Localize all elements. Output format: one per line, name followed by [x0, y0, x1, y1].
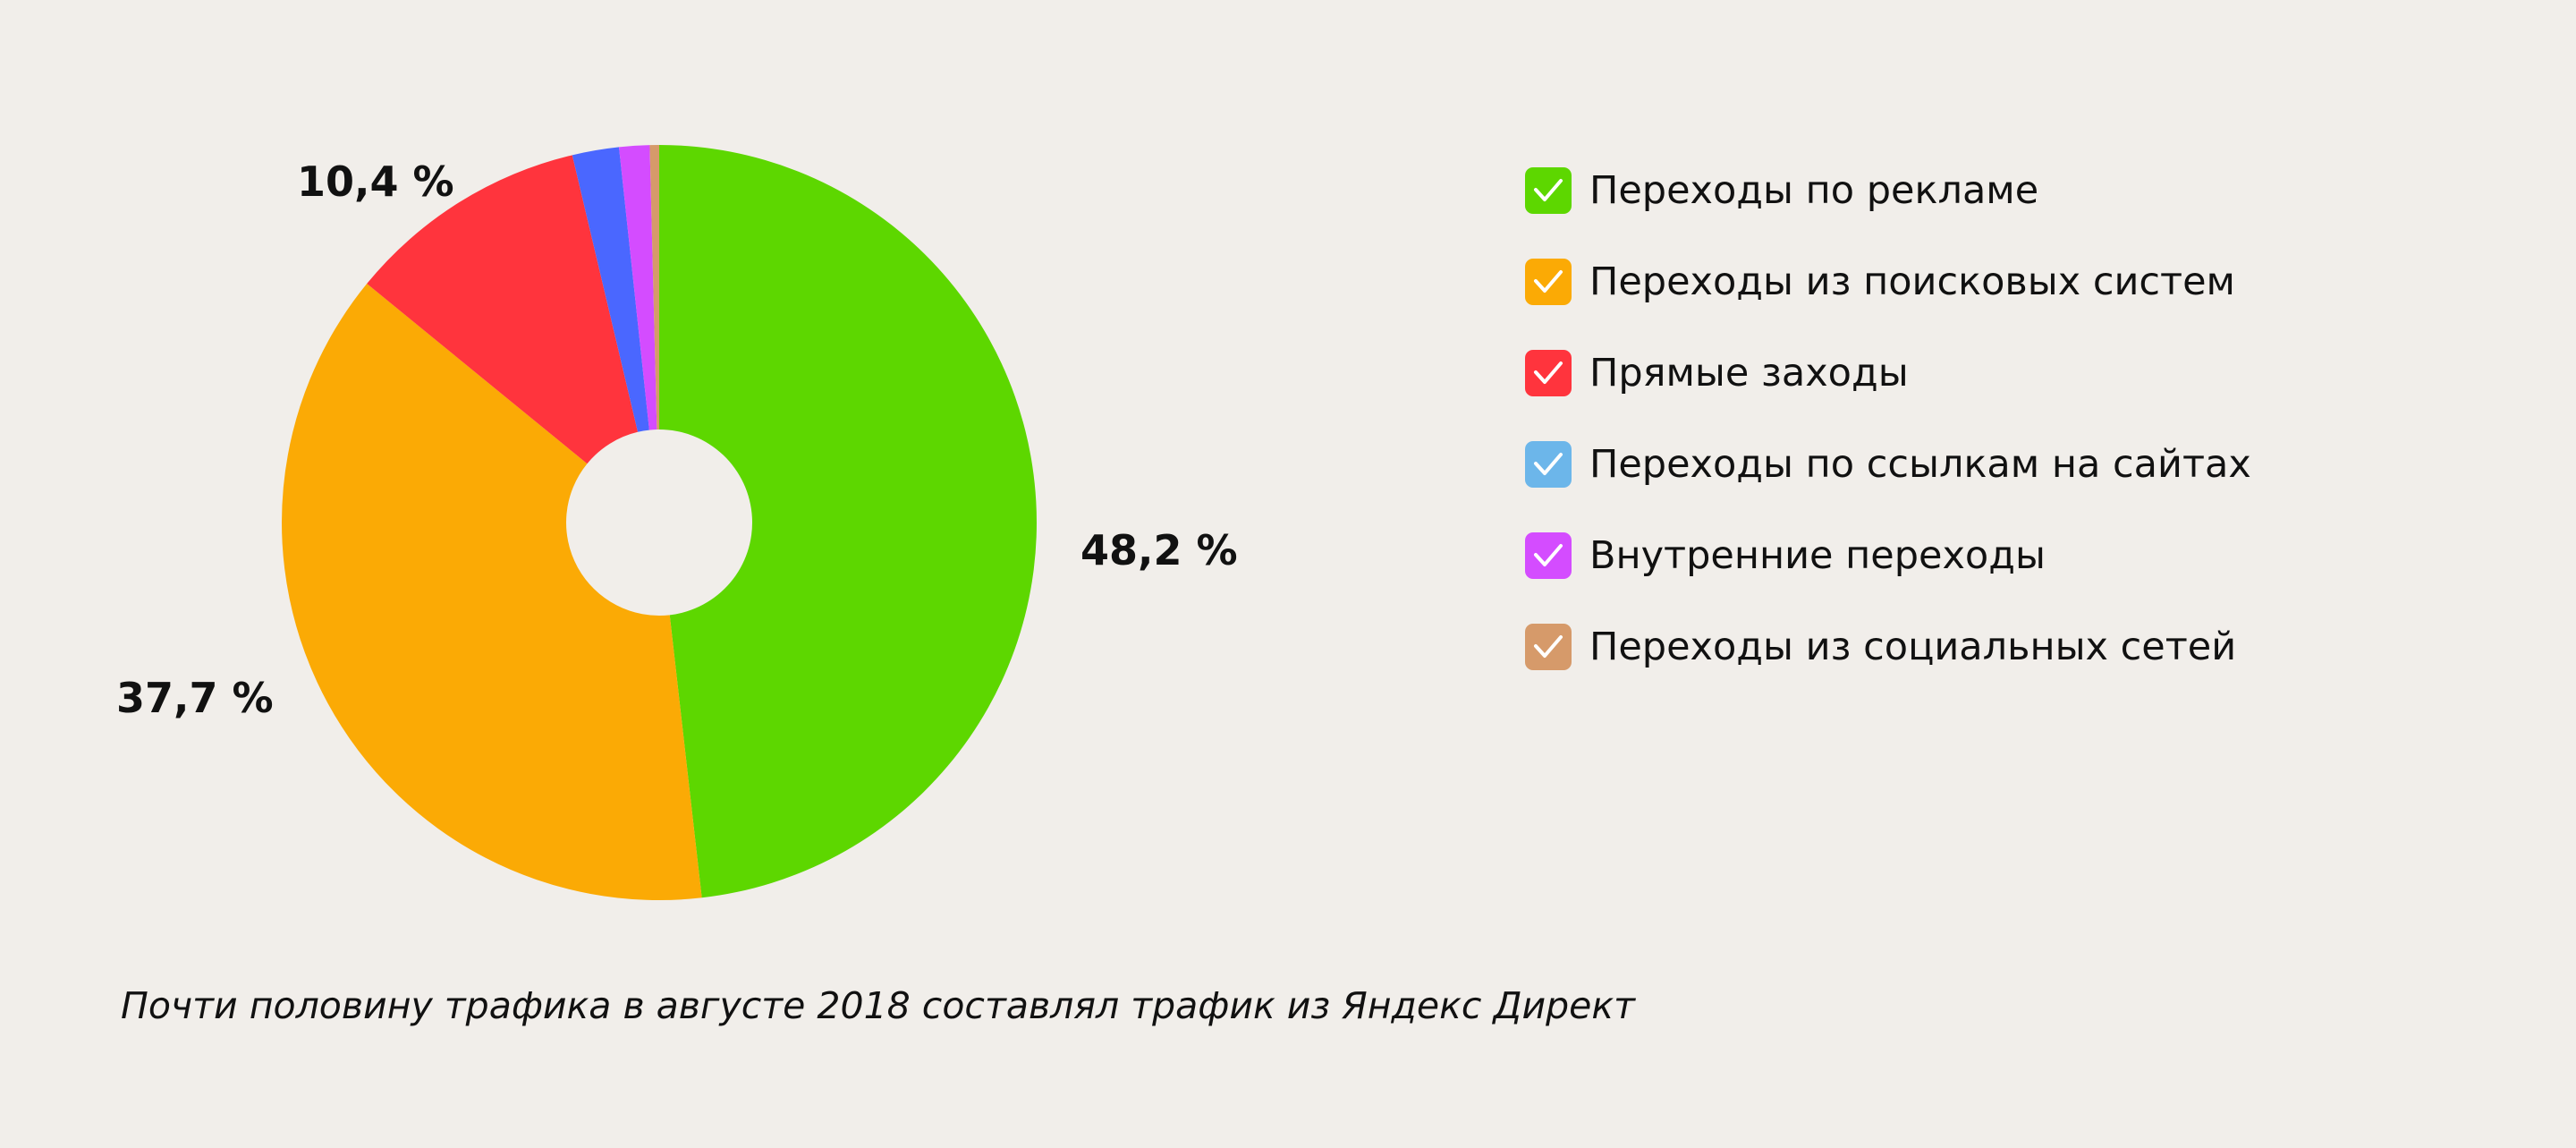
chart-caption: Почти половину трафика в августе 2018 со…	[121, 984, 1636, 1027]
legend-item[interactable]: Внутренние переходы	[1525, 510, 2251, 601]
legend-item[interactable]: Прямые заходы	[1525, 327, 2251, 419]
legend-item[interactable]: Переходы из социальных сетей	[1525, 601, 2251, 693]
checkbox-checked-icon[interactable]	[1525, 441, 1572, 488]
legend-label: Переходы из социальных сетей	[1589, 625, 2237, 669]
legend: Переходы по рекламе Переходы из поисковых…	[1525, 145, 2251, 693]
legend-label: Прямые заходы	[1589, 351, 1909, 395]
checkbox-checked-icon[interactable]	[1525, 532, 1572, 579]
pie-slice-3	[572, 147, 649, 432]
data-label-search: 37,7 %	[116, 674, 274, 722]
legend-label: Переходы по рекламе	[1589, 168, 2039, 213]
legend-label: Внутренние переходы	[1589, 533, 2046, 578]
legend-item[interactable]: Переходы по рекламе	[1525, 145, 2251, 236]
data-label-ads: 48,2 %	[1080, 526, 1238, 574]
legend-label: Переходы из поисковых систем	[1589, 259, 2235, 304]
legend-label: Переходы по ссылкам на сайтах	[1589, 442, 2251, 487]
pie-slice-1	[281, 284, 702, 900]
checkbox-checked-icon[interactable]	[1525, 350, 1572, 396]
checkbox-checked-icon[interactable]	[1525, 624, 1572, 670]
data-label-direct: 10,4 %	[297, 157, 454, 206]
legend-item[interactable]: Переходы из поисковых систем	[1525, 236, 2251, 327]
pie-slice-0	[659, 145, 1037, 898]
legend-item[interactable]: Переходы по ссылкам на сайтах	[1525, 419, 2251, 510]
donut-chart	[281, 145, 1037, 900]
checkbox-checked-icon[interactable]	[1525, 259, 1572, 305]
pie-slice-4	[619, 145, 657, 430]
pie-slice-2	[367, 155, 639, 464]
checkbox-checked-icon[interactable]	[1525, 167, 1572, 214]
pie-slice-5	[649, 145, 659, 430]
